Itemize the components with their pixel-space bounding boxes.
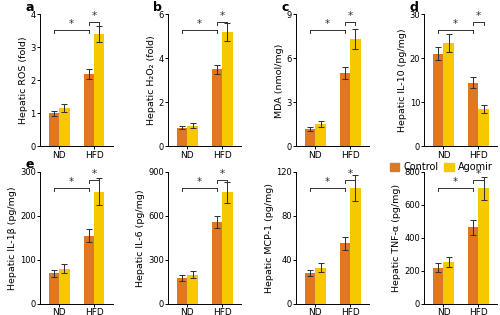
- Bar: [222, 192, 232, 304]
- Text: a: a: [26, 1, 34, 14]
- Bar: [59, 269, 70, 304]
- Bar: [478, 188, 489, 304]
- Bar: [340, 73, 350, 146]
- Bar: [48, 113, 59, 146]
- Text: *: *: [69, 177, 74, 187]
- Bar: [316, 268, 326, 304]
- Bar: [48, 273, 59, 304]
- Text: *: *: [453, 20, 458, 29]
- Y-axis label: Hepatic IL-1β (pg/mg): Hepatic IL-1β (pg/mg): [8, 186, 17, 289]
- Text: c: c: [282, 1, 289, 14]
- Text: *: *: [92, 169, 96, 179]
- Bar: [316, 124, 326, 146]
- Bar: [188, 125, 198, 146]
- Bar: [340, 243, 350, 304]
- Bar: [468, 83, 478, 146]
- Bar: [350, 39, 360, 146]
- Text: b: b: [154, 1, 162, 14]
- Y-axis label: Hepatic MCP-1 (pg/mg): Hepatic MCP-1 (pg/mg): [264, 183, 274, 293]
- Text: e: e: [26, 158, 34, 171]
- Bar: [84, 74, 94, 146]
- Text: *: *: [197, 20, 202, 29]
- Bar: [59, 108, 70, 146]
- Y-axis label: Hepatic H₂O₂ (fold): Hepatic H₂O₂ (fold): [147, 36, 156, 125]
- Bar: [433, 54, 444, 146]
- Bar: [177, 278, 188, 304]
- Bar: [212, 222, 222, 304]
- Bar: [444, 262, 454, 304]
- Bar: [177, 128, 188, 146]
- Text: *: *: [453, 177, 458, 187]
- Bar: [305, 129, 316, 146]
- Y-axis label: Hepatic ROS (fold): Hepatic ROS (fold): [18, 37, 28, 124]
- Bar: [212, 69, 222, 146]
- Bar: [444, 43, 454, 146]
- Bar: [305, 273, 316, 304]
- Text: *: *: [348, 169, 353, 179]
- Bar: [94, 192, 104, 304]
- Text: *: *: [325, 20, 330, 29]
- Text: *: *: [476, 169, 481, 179]
- Text: d: d: [410, 1, 418, 14]
- Y-axis label: Hepatic TNF-α (pg/mg): Hepatic TNF-α (pg/mg): [392, 184, 402, 292]
- Bar: [350, 188, 360, 304]
- Text: *: *: [476, 11, 481, 21]
- Y-axis label: MDA (nmol/mg): MDA (nmol/mg): [275, 43, 284, 117]
- Text: *: *: [197, 177, 202, 187]
- Bar: [433, 268, 444, 304]
- Y-axis label: Hepatic IL-6 (pg/mg): Hepatic IL-6 (pg/mg): [136, 189, 145, 287]
- Text: *: *: [220, 169, 224, 179]
- Y-axis label: Hepatic IL-10 (pg/mg): Hepatic IL-10 (pg/mg): [398, 29, 406, 132]
- Legend: Control, Agomir: Control, Agomir: [390, 162, 492, 172]
- Text: *: *: [220, 11, 224, 21]
- Text: *: *: [348, 11, 353, 21]
- Text: *: *: [69, 20, 74, 29]
- Bar: [94, 34, 104, 146]
- Text: *: *: [325, 177, 330, 187]
- Bar: [84, 236, 94, 304]
- Bar: [188, 275, 198, 304]
- Bar: [478, 109, 489, 146]
- Text: *: *: [92, 11, 96, 21]
- Bar: [222, 32, 232, 146]
- Bar: [468, 227, 478, 304]
